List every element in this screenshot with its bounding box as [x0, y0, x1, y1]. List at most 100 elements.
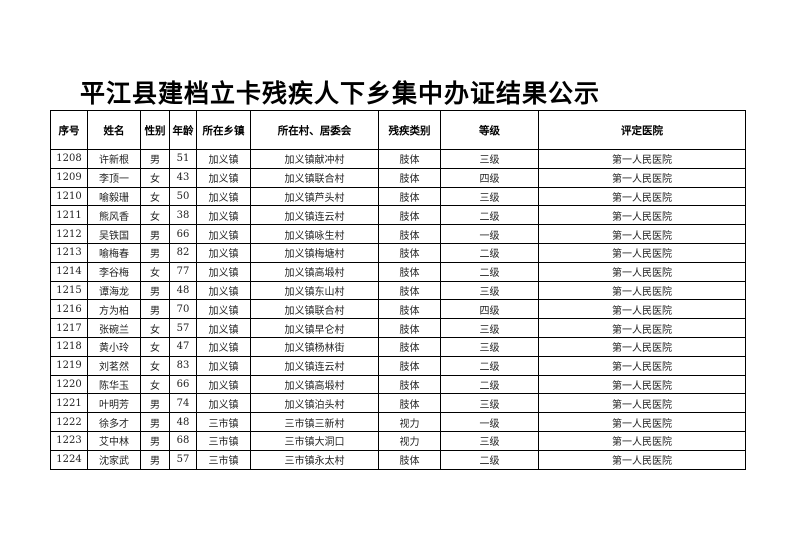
table-cell: 第一人民医院 [538, 430, 746, 451]
table-cell: 加义镇 [196, 167, 251, 188]
table-cell: 加义镇联合村 [250, 167, 379, 188]
table-cell: 叶明芳 [87, 393, 141, 414]
table-cell: 70 [169, 299, 197, 320]
table-cell: 徐多才 [87, 412, 141, 432]
table-cell: 第一人民医院 [538, 393, 746, 414]
column-header: 年龄 [169, 110, 197, 150]
table-row: 1216 方为柏男 70 加义镇 加义镇联合村 肢体 四级 第一人民医院 [50, 299, 746, 320]
table-cell: 二级 [440, 205, 539, 226]
table-cell: 1218 [50, 336, 88, 357]
table-cell: 加义镇东山村 [250, 280, 379, 301]
table-cell: 一级 [440, 412, 539, 432]
table-cell: 男 [140, 280, 170, 301]
table-row: 1215 谭海龙男 48 加义镇 加义镇东山村 肢体 三级 第一人民医院 [50, 280, 746, 301]
column-header: 姓名 [87, 110, 141, 150]
table-cell: 女 [140, 186, 170, 207]
table-cell: 加义镇高塅村 [250, 374, 379, 395]
table-cell: 一级 [440, 224, 539, 244]
table-cell: 57 [169, 318, 197, 338]
table-cell: 加义镇 [196, 393, 251, 414]
table-cell: 三市镇大洞口 [250, 430, 379, 451]
table-cell: 女 [140, 205, 170, 226]
table-cell: 肢体 [378, 242, 441, 263]
table-cell: 肢体 [378, 186, 441, 207]
table-cell: 1209 [50, 167, 88, 188]
table-cell: 四级 [440, 167, 539, 188]
table-row: 1208 许新根男 51 加义镇 加义镇献冲村 肢体 三级 第一人民医院 [50, 149, 746, 169]
table-cell: 加义镇梅塘村 [250, 242, 379, 263]
table-cell: 肢体 [378, 167, 441, 188]
table-cell: 第一人民医院 [538, 149, 746, 169]
table-cell: 第一人民医院 [538, 449, 746, 470]
table-cell: 第一人民医院 [538, 242, 746, 263]
table-cell: 李谷梅 [87, 261, 141, 282]
table-cell: 张碗兰 [87, 318, 141, 338]
table-cell: 第一人民医院 [538, 336, 746, 357]
table-cell: 三级 [440, 336, 539, 357]
table-cell: 1211 [50, 205, 88, 226]
table-cell: 加义镇 [196, 336, 251, 357]
table-cell: 68 [169, 430, 197, 451]
table-cell: 第一人民医院 [538, 280, 746, 301]
table-cell: 加义镇泊头村 [250, 393, 379, 414]
table-cell: 二级 [440, 374, 539, 395]
table-cell: 女 [140, 374, 170, 395]
table-cell: 喻毅珊 [87, 186, 141, 207]
table-cell: 66 [169, 374, 197, 395]
table-cell: 肢体 [378, 224, 441, 244]
table-cell: 三市镇三新村 [250, 412, 379, 432]
table-row: 1214 李谷梅女 77 加义镇 加义镇高塅村 肢体 二级 第一人民医院 [50, 261, 746, 282]
table-cell: 第一人民医院 [538, 318, 746, 338]
table-cell: 肢体 [378, 261, 441, 282]
table-cell: 三级 [440, 149, 539, 169]
table-cell: 男 [140, 412, 170, 432]
table-cell: 三级 [440, 186, 539, 207]
table-cell: 肢体 [378, 149, 441, 169]
table-row: 1211 熊风香女 38 加义镇 加义镇连云村 肢体 二级 第一人民医院 [50, 205, 746, 226]
table-row: 1223 艾中林男 68 三市镇 三市镇大洞口 视力 三级 第一人民医院 [50, 430, 746, 451]
table-cell: 加义镇 [196, 299, 251, 320]
table-cell: 第一人民医院 [538, 186, 746, 207]
table-cell: 女 [140, 261, 170, 282]
table-header: 序号 姓名 性别 年龄 所在乡镇 所在村、居委会 残疾类别 等级 评定医院 [50, 110, 746, 150]
table-cell: 1216 [50, 299, 88, 320]
table-cell: 加义镇 [196, 261, 251, 282]
column-header: 序号 [50, 110, 88, 150]
results-table: 序号 姓名 性别 年龄 所在乡镇 所在村、居委会 残疾类别 等级 评定医院 1208 许新根男 51… [50, 110, 746, 470]
table-cell: 加义镇高塅村 [250, 261, 379, 282]
table-cell: 第一人民医院 [538, 261, 746, 282]
table-cell: 女 [140, 167, 170, 188]
table-cell: 二级 [440, 449, 539, 470]
table-cell: 三级 [440, 280, 539, 301]
table-cell: 男 [140, 449, 170, 470]
table-cell: 1219 [50, 355, 88, 376]
table-cell: 1220 [50, 374, 88, 395]
table-cell: 女 [140, 336, 170, 357]
table-cell: 1210 [50, 186, 88, 207]
table-cell: 加义镇连云村 [250, 355, 379, 376]
table-cell: 47 [169, 336, 197, 357]
table-cell: 77 [169, 261, 197, 282]
table-cell: 加义镇芦头村 [250, 186, 379, 207]
table-row: 1210 喻毅珊女 50 加义镇 加义镇芦头村 肢体 三级 第一人民医院 [50, 186, 746, 207]
table-cell: 吴铁国 [87, 224, 141, 244]
table-cell: 加义镇早仑村 [250, 318, 379, 338]
table-cell: 肢体 [378, 280, 441, 301]
table-cell: 女 [140, 318, 170, 338]
table-cell: 1223 [50, 430, 88, 451]
table-row: 1222 徐多才男 48 三市镇 三市镇三新村 视力 一级 第一人民医院 [50, 412, 746, 432]
table-cell: 喻梅春 [87, 242, 141, 263]
table-cell: 三市镇 [196, 449, 251, 470]
table-cell: 74 [169, 393, 197, 414]
table-cell: 第一人民医院 [538, 299, 746, 320]
table-cell: 陈华玉 [87, 374, 141, 395]
table-cell: 二级 [440, 261, 539, 282]
table-cell: 1221 [50, 393, 88, 414]
table-cell: 四级 [440, 299, 539, 320]
table-cell: 1217 [50, 318, 88, 338]
table-cell: 三级 [440, 430, 539, 451]
page-title: 平江县建档立卡残疾人下乡集中办证结果公示 [79, 79, 600, 108]
table-cell: 加义镇 [196, 224, 251, 244]
table-cell: 加义镇 [196, 374, 251, 395]
table-cell: 加义镇献冲村 [250, 149, 379, 169]
